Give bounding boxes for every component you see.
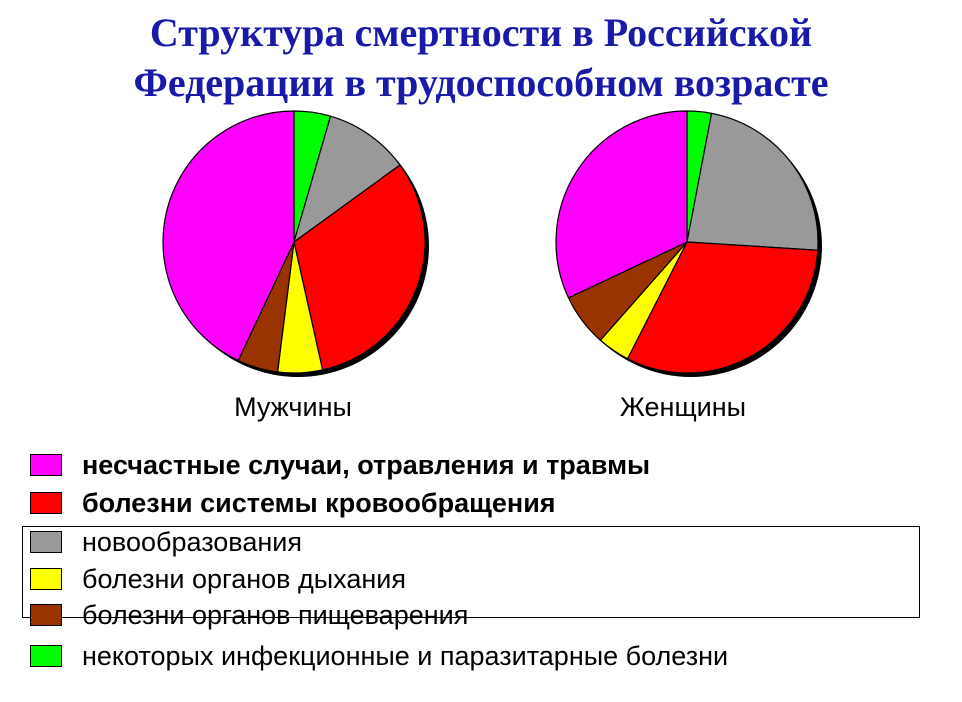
legend-item-infectious: некоторых инфекционные и паразитарные бо… [30,640,729,671]
legend-swatch [30,645,62,667]
legend-swatch [30,531,62,553]
pie-slice-women-2 [626,241,819,374]
chart-title-line-1: Структура смертности в Российской [149,10,813,55]
legend-label: болезни системы кровообращения [82,487,556,518]
pie-slice-women-5 [555,110,688,299]
legend-swatch [30,492,62,514]
legend-swatch [30,568,62,590]
legend-label: несчастные случаи, отравления и травмы [82,449,651,480]
legend-item-neoplasms: новообразования [30,526,302,557]
pie-slice-men-2 [293,164,426,371]
legend-item-respiratory: болезни органов дыхания [30,563,406,594]
pie-label-women: Женщины [619,392,747,422]
legend-label: новообразования [82,526,302,557]
legend-swatch [30,604,62,626]
legend-item-injuries: несчастные случаи, отравления и травмы [30,449,651,480]
legend-label: некоторых инфекционные и паразитарные бо… [82,640,729,671]
legend-swatch [30,454,62,476]
pie-slice-women-1 [686,112,819,251]
legend-frame [22,526,920,618]
legend-item-digestive: болезни органов пищеварения [30,599,469,630]
pie-slice-men-5 [162,110,295,362]
chart-title: Структура смертности в Российской Федера… [0,8,962,108]
pie-slice-men-1 [293,115,401,243]
legend-item-circulatory: болезни системы кровообращения [30,487,556,518]
legend-label: болезни органов пищеварения [82,599,469,630]
chart-title-line-2: Федерации в трудоспособном возрасте [133,60,829,105]
pie-label-men: Мужчины [234,392,352,422]
legend-label: болезни органов дыхания [82,563,406,594]
